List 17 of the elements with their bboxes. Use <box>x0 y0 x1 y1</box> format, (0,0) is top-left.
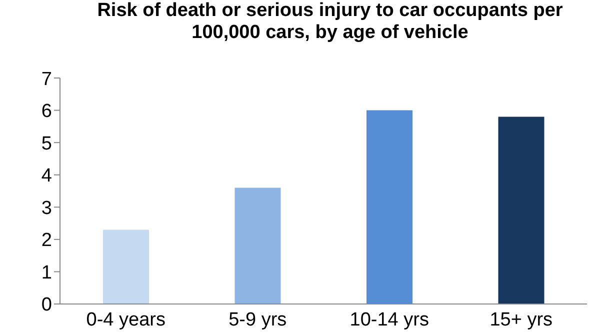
y-tick-label: 1 <box>41 262 52 284</box>
y-tick-label: 7 <box>41 68 52 90</box>
y-tick-label: 2 <box>41 230 52 252</box>
x-tick-label: 5-9 yrs <box>228 309 287 330</box>
x-tick-label: 10-14 yrs <box>350 309 429 330</box>
y-tick-label: 6 <box>41 101 52 122</box>
y-tick-label: 3 <box>41 198 52 219</box>
bar <box>498 116 544 304</box>
bar <box>103 230 149 304</box>
y-tick-label: 4 <box>41 166 52 187</box>
x-tick-label: 15+ yrs <box>490 309 553 330</box>
x-tick-label: 0-4 years <box>86 309 166 330</box>
chart-title: Risk of death or serious injury to car occupants per 100,000 cars, by age of vehicle <box>96 0 564 44</box>
bar <box>234 188 281 304</box>
y-tick-label: 5 <box>41 133 52 154</box>
y-tick-label: 0 <box>41 294 52 316</box>
bar <box>366 110 412 304</box>
